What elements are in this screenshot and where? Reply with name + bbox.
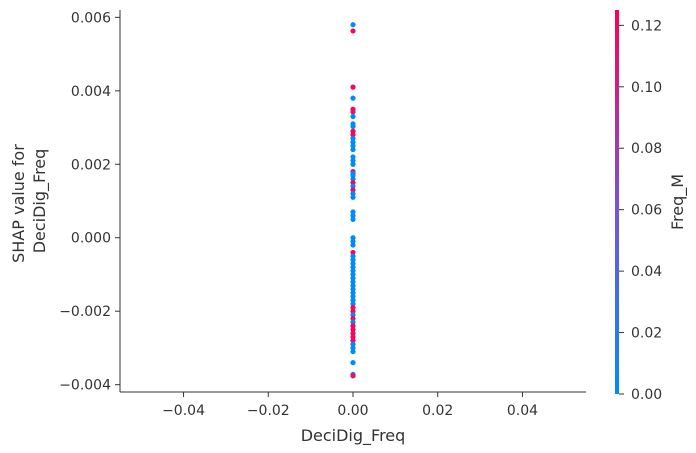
scatter-point bbox=[350, 319, 356, 325]
x-tick-label: 0.02 bbox=[422, 403, 453, 419]
scatter-point bbox=[350, 161, 356, 167]
x-axis-label: DeciDig_Freq bbox=[301, 426, 406, 446]
scatter-point bbox=[350, 235, 356, 241]
scatter-point bbox=[350, 315, 356, 322]
scatter-point bbox=[350, 213, 356, 219]
scatter-point bbox=[350, 187, 356, 193]
x-tick-label: −0.04 bbox=[162, 403, 205, 419]
scatter-point bbox=[350, 323, 356, 329]
scatter-point bbox=[350, 157, 356, 164]
x-tick-label: 0.04 bbox=[507, 403, 538, 419]
y-tick-label: −0.002 bbox=[59, 304, 111, 320]
scatter-point bbox=[350, 172, 356, 178]
scatter-point bbox=[350, 282, 356, 289]
scatter-point bbox=[350, 191, 356, 197]
y-axis-label-line-1: SHAP value for bbox=[9, 144, 28, 263]
scatter-point bbox=[350, 286, 356, 292]
colorbar-tick-label: 0.06 bbox=[631, 203, 662, 219]
scatter-point bbox=[350, 293, 356, 300]
scatter-point bbox=[350, 84, 356, 90]
x-tick-label: 0.00 bbox=[337, 403, 368, 419]
y-axis-label-line-2: DeciDig_Freq bbox=[30, 149, 50, 254]
scatter-point bbox=[350, 176, 356, 182]
scatter-point bbox=[350, 275, 356, 281]
scatter-point bbox=[350, 360, 356, 366]
scatter-point bbox=[350, 348, 356, 355]
scatter-point bbox=[350, 304, 356, 311]
scatter-point bbox=[350, 249, 356, 256]
scatter-point bbox=[350, 143, 356, 149]
scatter-point bbox=[350, 341, 356, 347]
scatter-point bbox=[350, 183, 356, 189]
scatter-point bbox=[350, 28, 356, 34]
scatter-point bbox=[350, 238, 356, 245]
y-axis-ticks: −0.004 −0.002 0.000 0.002 0.004 0.006 bbox=[59, 10, 120, 394]
scatter-point bbox=[350, 257, 356, 263]
scatter-point bbox=[350, 113, 356, 120]
scatter-point bbox=[350, 297, 356, 303]
scatter-point bbox=[350, 260, 356, 267]
y-tick-label: 0.000 bbox=[71, 231, 111, 247]
scatter-point bbox=[350, 337, 356, 344]
scatter-point bbox=[350, 330, 356, 336]
scatter-point bbox=[350, 301, 356, 307]
scatter-point bbox=[350, 264, 356, 270]
scatter-point bbox=[350, 271, 356, 278]
colorbar-tick-label: 0.02 bbox=[631, 326, 662, 342]
data-points bbox=[350, 22, 356, 379]
y-axis-label: SHAP value for DeciDig_Freq bbox=[9, 139, 50, 263]
colorbar-tick-label: 0.04 bbox=[631, 264, 662, 280]
scatter-point bbox=[350, 22, 356, 28]
scatter-point bbox=[350, 242, 356, 248]
scatter-point bbox=[350, 209, 356, 215]
colorbar-tick-label: 0.00 bbox=[631, 387, 662, 403]
scatter-point bbox=[350, 146, 356, 153]
scatter-point bbox=[350, 216, 356, 222]
x-axis-ticks: −0.04 −0.02 0.00 0.02 0.04 bbox=[162, 392, 538, 419]
scatter-point bbox=[350, 123, 356, 130]
x-tick-label: −0.02 bbox=[247, 403, 290, 419]
scatter-point bbox=[350, 128, 356, 134]
scatter-point bbox=[350, 334, 356, 340]
scatter-point bbox=[350, 308, 356, 314]
scatter-point bbox=[350, 373, 356, 379]
scatter-point bbox=[350, 139, 356, 145]
colorbar-tick-label: 0.10 bbox=[631, 80, 662, 96]
colorbar-tick-label: 0.08 bbox=[631, 141, 662, 157]
scatter-point bbox=[350, 345, 356, 351]
scatter-point bbox=[350, 268, 356, 274]
colorbar-ticks: 0.00 0.02 0.04 0.06 0.08 0.10 0.12 bbox=[619, 18, 662, 403]
y-tick-label: 0.004 bbox=[71, 84, 111, 100]
scatter-point bbox=[350, 312, 356, 318]
colorbar-tick-label: 0.12 bbox=[631, 18, 662, 34]
scatter-point bbox=[350, 132, 356, 138]
scatter-point bbox=[350, 180, 356, 186]
scatter-point bbox=[350, 290, 356, 296]
scatter-point bbox=[350, 109, 356, 115]
scatter-point bbox=[350, 194, 356, 200]
y-tick-label: −0.004 bbox=[59, 378, 111, 394]
scatter-point bbox=[350, 135, 356, 142]
colorbar bbox=[615, 10, 619, 394]
colorbar-label: Freq_M bbox=[668, 174, 688, 230]
scatter-point bbox=[350, 326, 356, 333]
y-tick-label: 0.002 bbox=[71, 157, 111, 173]
scatter-point bbox=[350, 253, 356, 259]
scatter-point bbox=[350, 279, 356, 285]
scatter-point bbox=[350, 95, 356, 101]
scatter-point bbox=[350, 154, 356, 160]
y-tick-label: 0.006 bbox=[71, 10, 111, 26]
